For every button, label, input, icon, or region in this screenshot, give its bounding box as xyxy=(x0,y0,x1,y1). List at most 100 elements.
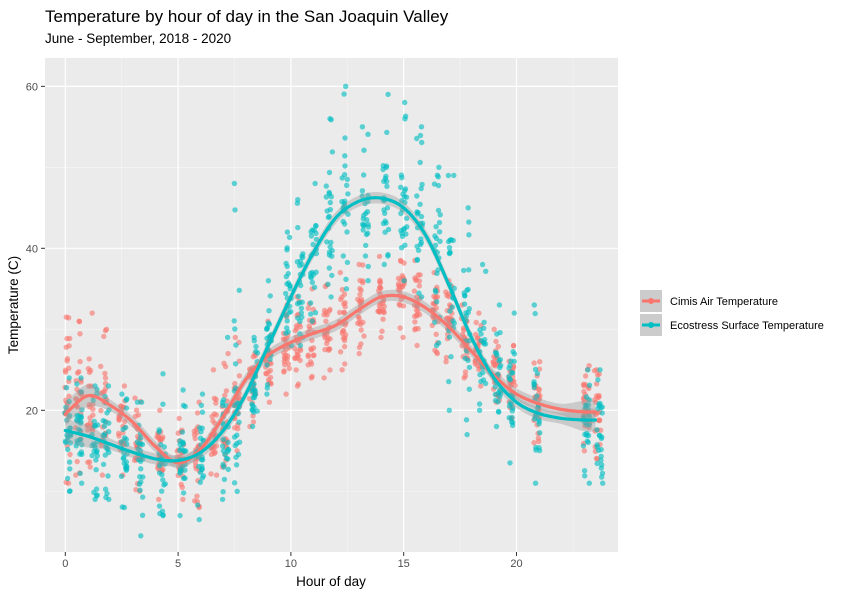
data-point xyxy=(264,385,270,391)
data-point xyxy=(342,221,348,227)
data-point xyxy=(74,458,80,465)
data-point xyxy=(451,172,457,179)
data-point xyxy=(213,400,219,406)
data-point xyxy=(77,451,83,457)
data-point xyxy=(86,459,93,465)
data-point xyxy=(437,238,443,244)
data-point xyxy=(74,386,80,392)
data-point xyxy=(196,516,202,523)
data-point xyxy=(344,259,351,266)
data-point xyxy=(365,278,371,284)
data-point xyxy=(66,393,72,399)
data-point xyxy=(138,533,144,539)
data-point xyxy=(236,439,243,445)
data-point xyxy=(220,489,226,495)
data-point xyxy=(492,384,498,390)
data-point xyxy=(159,508,166,514)
data-point xyxy=(599,434,605,440)
data-point xyxy=(480,369,486,376)
data-point xyxy=(123,405,130,411)
data-point xyxy=(365,263,371,270)
data-point xyxy=(492,391,499,398)
data-point xyxy=(401,278,407,284)
data-point xyxy=(506,373,512,379)
data-point xyxy=(418,124,425,130)
data-point xyxy=(536,418,542,424)
data-point xyxy=(414,342,420,349)
chart-subtitle: June - September, 2018 - 2020 xyxy=(45,31,231,46)
data-point xyxy=(358,341,364,347)
data-point xyxy=(326,346,332,352)
data-point xyxy=(597,400,603,407)
y-axis-title: Temperature (C) xyxy=(6,256,21,354)
data-point xyxy=(466,386,472,392)
data-point xyxy=(94,492,100,498)
data-point xyxy=(461,267,467,274)
data-point xyxy=(417,132,424,139)
data-point xyxy=(102,327,109,334)
data-point xyxy=(101,333,107,340)
data-point xyxy=(328,239,334,246)
data-point xyxy=(118,473,125,479)
data-point xyxy=(581,388,587,395)
data-point xyxy=(180,490,187,496)
data-point xyxy=(313,230,319,236)
data-point xyxy=(124,441,130,447)
x-tick-label: 5 xyxy=(175,558,181,570)
data-point xyxy=(433,224,439,230)
data-point xyxy=(483,268,489,274)
data-point xyxy=(492,361,499,368)
data-point xyxy=(399,175,405,181)
data-point xyxy=(308,311,314,317)
data-point xyxy=(233,342,239,348)
data-point xyxy=(134,399,141,405)
data-point xyxy=(308,233,315,239)
data-point xyxy=(121,454,127,461)
data-point xyxy=(434,172,441,178)
data-point xyxy=(341,337,348,344)
y-tick-label: 20 xyxy=(26,405,38,417)
data-point xyxy=(341,343,348,350)
data-point xyxy=(160,477,166,483)
data-point xyxy=(339,175,345,181)
data-point xyxy=(397,325,403,331)
y-tick-label: 40 xyxy=(26,243,38,255)
data-point xyxy=(451,285,457,291)
data-point xyxy=(138,479,144,485)
data-point xyxy=(284,318,290,324)
data-point xyxy=(135,456,141,463)
data-point xyxy=(67,466,73,472)
x-tick-label: 15 xyxy=(398,558,410,570)
data-point xyxy=(496,302,503,308)
data-point xyxy=(466,267,472,273)
data-point xyxy=(283,273,289,280)
data-point xyxy=(339,367,345,373)
data-point xyxy=(124,451,130,457)
data-point xyxy=(231,180,238,187)
data-point xyxy=(306,323,312,329)
data-point xyxy=(251,338,257,344)
data-point xyxy=(417,272,423,278)
data-point xyxy=(73,443,79,449)
data-point xyxy=(90,406,96,412)
data-point xyxy=(340,328,346,334)
data-point xyxy=(329,247,335,254)
legend-key-point xyxy=(648,322,654,328)
data-point xyxy=(402,186,409,192)
data-point xyxy=(324,208,330,214)
data-point xyxy=(77,331,83,337)
data-point xyxy=(337,309,343,316)
data-point xyxy=(121,383,128,389)
data-point xyxy=(508,381,514,388)
data-point xyxy=(418,185,424,192)
data-point xyxy=(236,373,243,379)
data-point xyxy=(362,253,369,259)
data-point xyxy=(231,434,238,440)
data-point xyxy=(66,459,73,465)
smooth-ribbon-0 xyxy=(65,289,596,469)
data-point xyxy=(283,335,290,342)
data-point xyxy=(95,422,101,428)
data-point xyxy=(480,377,487,383)
data-point xyxy=(139,512,146,518)
data-point xyxy=(415,326,421,332)
